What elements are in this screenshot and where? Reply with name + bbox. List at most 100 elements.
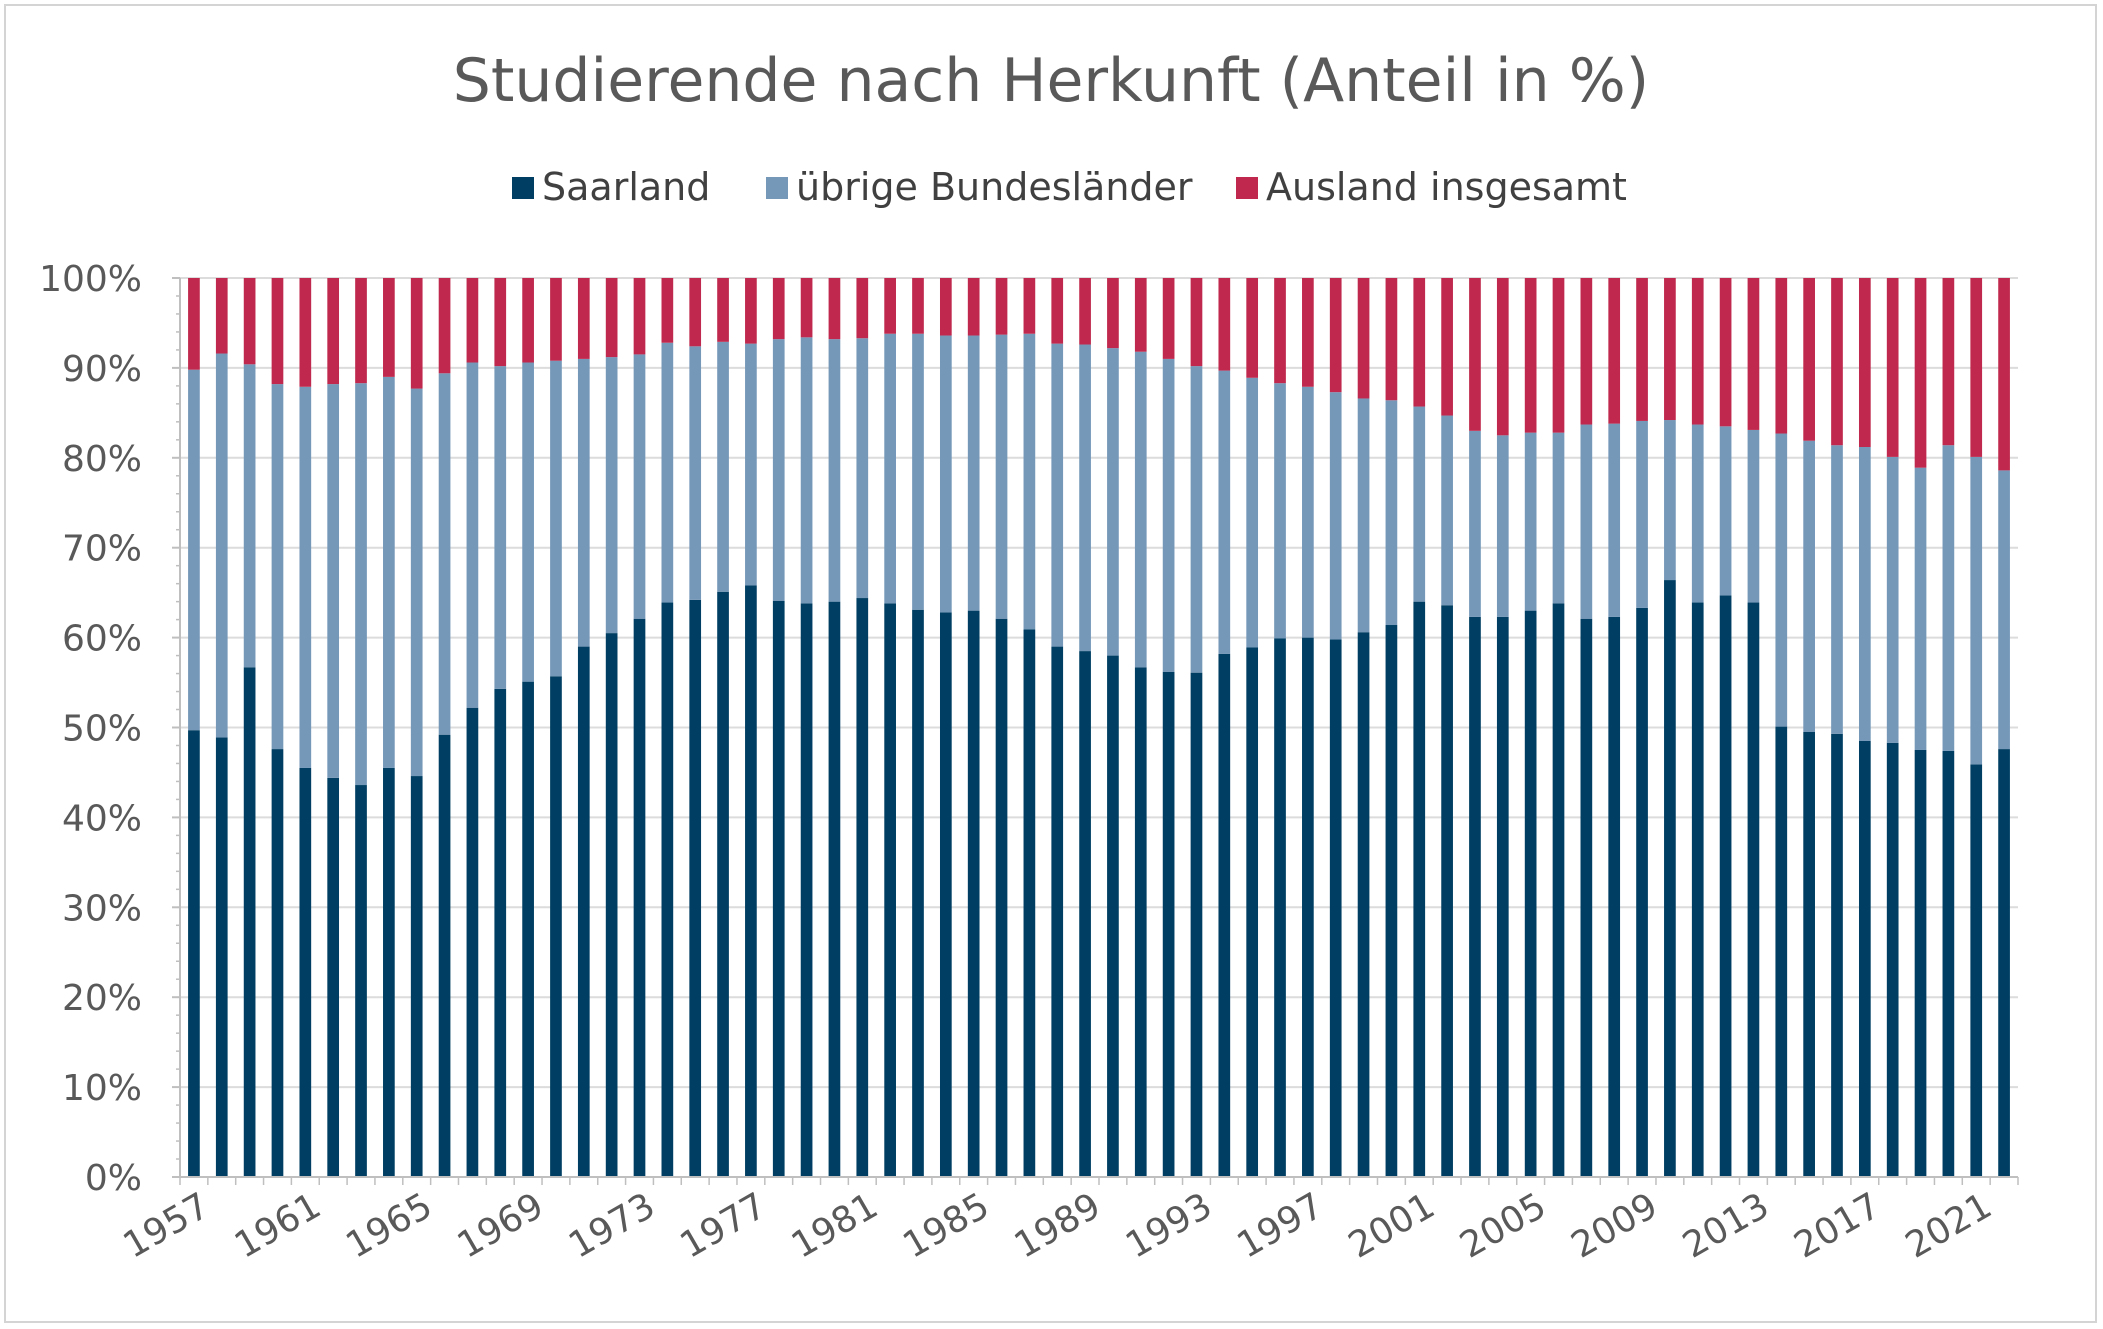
bar-uebrige-bundeslaender-1980 [828,339,841,602]
legend-swatch-ausland-insgesamt [1236,177,1258,199]
y-tick-label: 10% [62,1068,142,1109]
bar-uebrige-bundeslaender-1965 [410,388,423,777]
bar-ausland-insgesamt-1962 [327,278,340,385]
bar-uebrige-bundeslaender-2015 [1803,440,1815,732]
bar-ausland-insgesamt-1963 [355,278,367,384]
bar-ausland-insgesamt-1972 [605,278,618,358]
bar-ausland-insgesamt-2016 [1831,278,1843,446]
bar-saarland-1981 [856,598,869,1177]
bar-uebrige-bundeslaender-1970 [550,360,562,677]
bar-saarland-1990 [1107,655,1119,1177]
bar-ausland-insgesamt-2001 [1413,278,1426,407]
y-tick-label: 100% [39,259,142,300]
bar-saarland-2007 [1580,618,1593,1177]
bar-uebrige-bundeslaender-1983 [912,333,924,610]
bar-saarland-2009 [1636,607,1648,1177]
bar-ausland-insgesamt-1959 [243,278,256,365]
bar-saarland-1984 [939,612,952,1177]
bar-uebrige-bundeslaender-1985 [967,335,980,611]
y-tick-label: 40% [62,798,142,839]
x-tick-label: 1961 [228,1185,328,1266]
bar-uebrige-bundeslaender-1973 [633,354,646,619]
legend-label-uebrige-bundeslaender: übrige Bundesländer [796,165,1193,209]
bar-ausland-insgesamt-1965 [410,278,423,389]
y-tick-label: 80% [62,439,142,480]
bar-ausland-insgesamt-1968 [494,278,507,367]
bar-ausland-insgesamt-1994 [1218,278,1231,371]
bar-saarland-1989 [1079,651,1091,1177]
bar-uebrige-bundeslaender-1971 [577,358,590,647]
legend-label-saarland: Saarland [542,165,710,209]
bar-ausland-insgesamt-1985 [967,278,980,336]
bar-uebrige-bundeslaender-1991 [1134,351,1147,668]
bar-ausland-insgesamt-2012 [1719,278,1732,427]
bar-ausland-insgesamt-1981 [856,278,869,339]
bar-ausland-insgesamt-2006 [1552,278,1565,433]
bar-saarland-2013 [1747,602,1760,1177]
bar-saarland-1959 [243,667,256,1177]
y-tick-label: 60% [62,619,142,660]
bar-saarland-1977 [745,585,757,1177]
bar-uebrige-bundeslaender-1992 [1162,358,1175,672]
bar-saarland-2020 [1942,750,1955,1177]
bar-ausland-insgesamt-1967 [466,278,479,363]
bar-saarland-1986 [995,618,1008,1177]
bar-saarland-1983 [912,609,924,1177]
bar-ausland-insgesamt-1957 [188,278,200,370]
x-tick-label: 1977 [674,1185,774,1266]
bar-ausland-insgesamt-1971 [577,278,590,359]
bar-uebrige-bundeslaender-1962 [327,384,340,778]
bar-saarland-1968 [494,688,507,1177]
bar-ausland-insgesamt-1970 [550,278,562,361]
bar-saarland-2006 [1552,603,1565,1177]
bar-ausland-insgesamt-1992 [1162,278,1175,359]
bar-saarland-2005 [1524,610,1537,1177]
bar-ausland-insgesamt-1977 [745,278,757,344]
bar-ausland-insgesamt-1998 [1329,278,1342,393]
bar-saarland-2000 [1385,625,1398,1177]
bar-ausland-insgesamt-1999 [1357,278,1370,399]
bar-saarland-2017 [1858,740,1871,1177]
bar-ausland-insgesamt-2019 [1914,278,1927,468]
bar-uebrige-bundeslaender-1988 [1051,343,1064,647]
bar-uebrige-bundeslaender-1958 [215,353,228,738]
bar-uebrige-bundeslaender-2007 [1580,424,1593,619]
bar-saarland-1965 [410,776,423,1177]
bar-ausland-insgesamt-2020 [1942,278,1955,446]
bar-uebrige-bundeslaender-2009 [1636,420,1648,608]
bar-saarland-1962 [327,777,340,1177]
bar-saarland-1957 [188,730,200,1177]
bar-uebrige-bundeslaender-1990 [1107,348,1119,656]
y-tick-label: 0% [85,1158,142,1199]
bar-uebrige-bundeslaender-2005 [1524,432,1537,611]
bar-ausland-insgesamt-1989 [1079,278,1091,345]
bar-saarland-1978 [772,600,785,1177]
chart-title: Studierende nach Herkunft (Anteil in %) [453,46,1649,116]
bar-uebrige-bundeslaender-2003 [1469,430,1481,617]
bar-ausland-insgesamt-1988 [1051,278,1064,344]
bar-ausland-insgesamt-2000 [1385,278,1398,401]
x-tick-label: 2005 [1453,1185,1553,1266]
bar-uebrige-bundeslaender-1984 [939,335,952,613]
bar-uebrige-bundeslaender-2000 [1385,400,1398,626]
legend-label-ausland-insgesamt: Ausland insgesamt [1266,165,1627,209]
x-tick-label: 1993 [1119,1185,1219,1266]
bar-saarland-1969 [522,681,534,1177]
bar-saarland-1967 [466,707,479,1177]
bar-ausland-insgesamt-1969 [522,278,534,363]
bar-ausland-insgesamt-1974 [661,278,674,343]
x-tick-label: 2013 [1676,1185,1776,1266]
bar-ausland-insgesamt-1982 [884,278,896,334]
x-tick-label: 1981 [785,1185,885,1266]
bar-saarland-1988 [1051,646,1064,1177]
bar-saarland-2008 [1608,616,1621,1177]
bar-saarland-2014 [1775,726,1788,1177]
bar-ausland-insgesamt-2013 [1747,278,1760,430]
bar-saarland-1987 [1023,629,1036,1177]
bar-uebrige-bundeslaender-1996 [1274,383,1286,639]
bar-uebrige-bundeslaender-1979 [800,337,813,604]
bar-saarland-1996 [1274,638,1286,1177]
bar-uebrige-bundeslaender-1968 [494,366,507,689]
x-tick-label: 2017 [1787,1185,1887,1266]
